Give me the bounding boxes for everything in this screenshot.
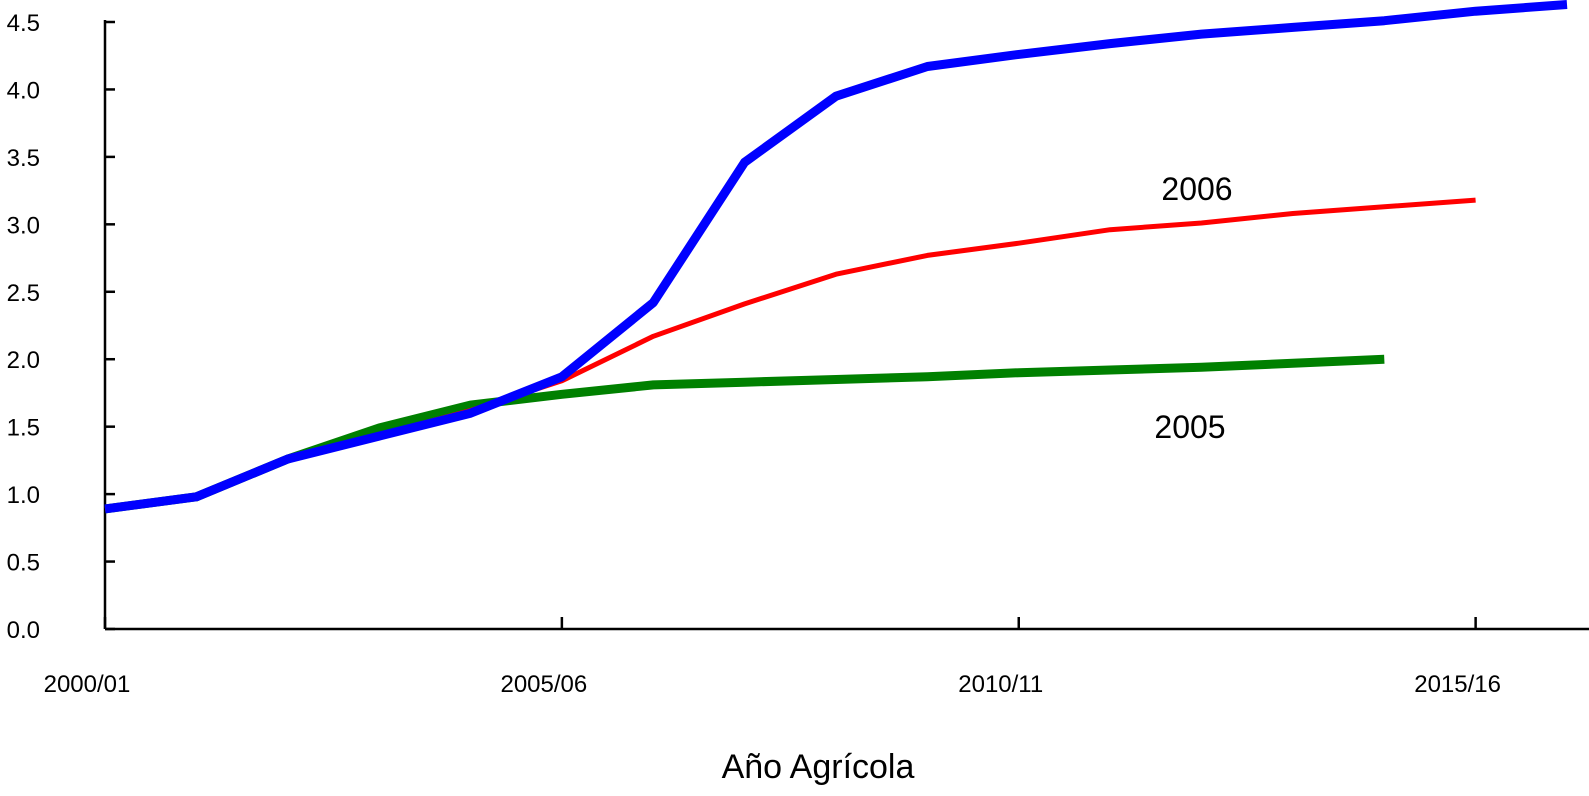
series-line-2006 (104, 197, 1476, 512)
y-tick-label: 3.0 (7, 212, 40, 239)
x-ticks: 2000/01 2005/06 2010/11 2015/16 (44, 617, 1501, 698)
series-labels: 2006 2005 (1154, 171, 1232, 445)
x-tick-label: 2015/16 (1414, 671, 1501, 698)
x-axis-title: Año Agrícola (722, 748, 915, 786)
y-tick-label: 4.5 (7, 10, 40, 37)
series-layer (104, 0, 1568, 514)
series-line-main (104, 0, 1568, 514)
y-tick-label: 0.5 (7, 550, 40, 577)
x-tick-label: 2000/01 (44, 671, 131, 698)
series-label-2005: 2005 (1154, 409, 1225, 445)
y-tick-label: 3.5 (7, 145, 40, 172)
y-tick-label: 1.5 (7, 415, 40, 442)
y-tick-label: 1.0 (7, 482, 40, 509)
axes (103, 20, 1589, 631)
series-label-2006: 2006 (1161, 171, 1232, 207)
y-tick-label: 2.5 (7, 280, 40, 307)
y-tick-label: 2.0 (7, 347, 40, 374)
y-tick-label: 4.0 (7, 77, 40, 104)
x-tick-label: 2010/11 (958, 671, 1043, 698)
y-tick-label: 0.0 (7, 617, 40, 644)
x-tick-label: 2005/06 (500, 671, 587, 698)
y-ticks: 0.0 0.5 1.0 1.5 2.0 2.5 3.0 3.5 4.0 4.5 (7, 10, 115, 644)
